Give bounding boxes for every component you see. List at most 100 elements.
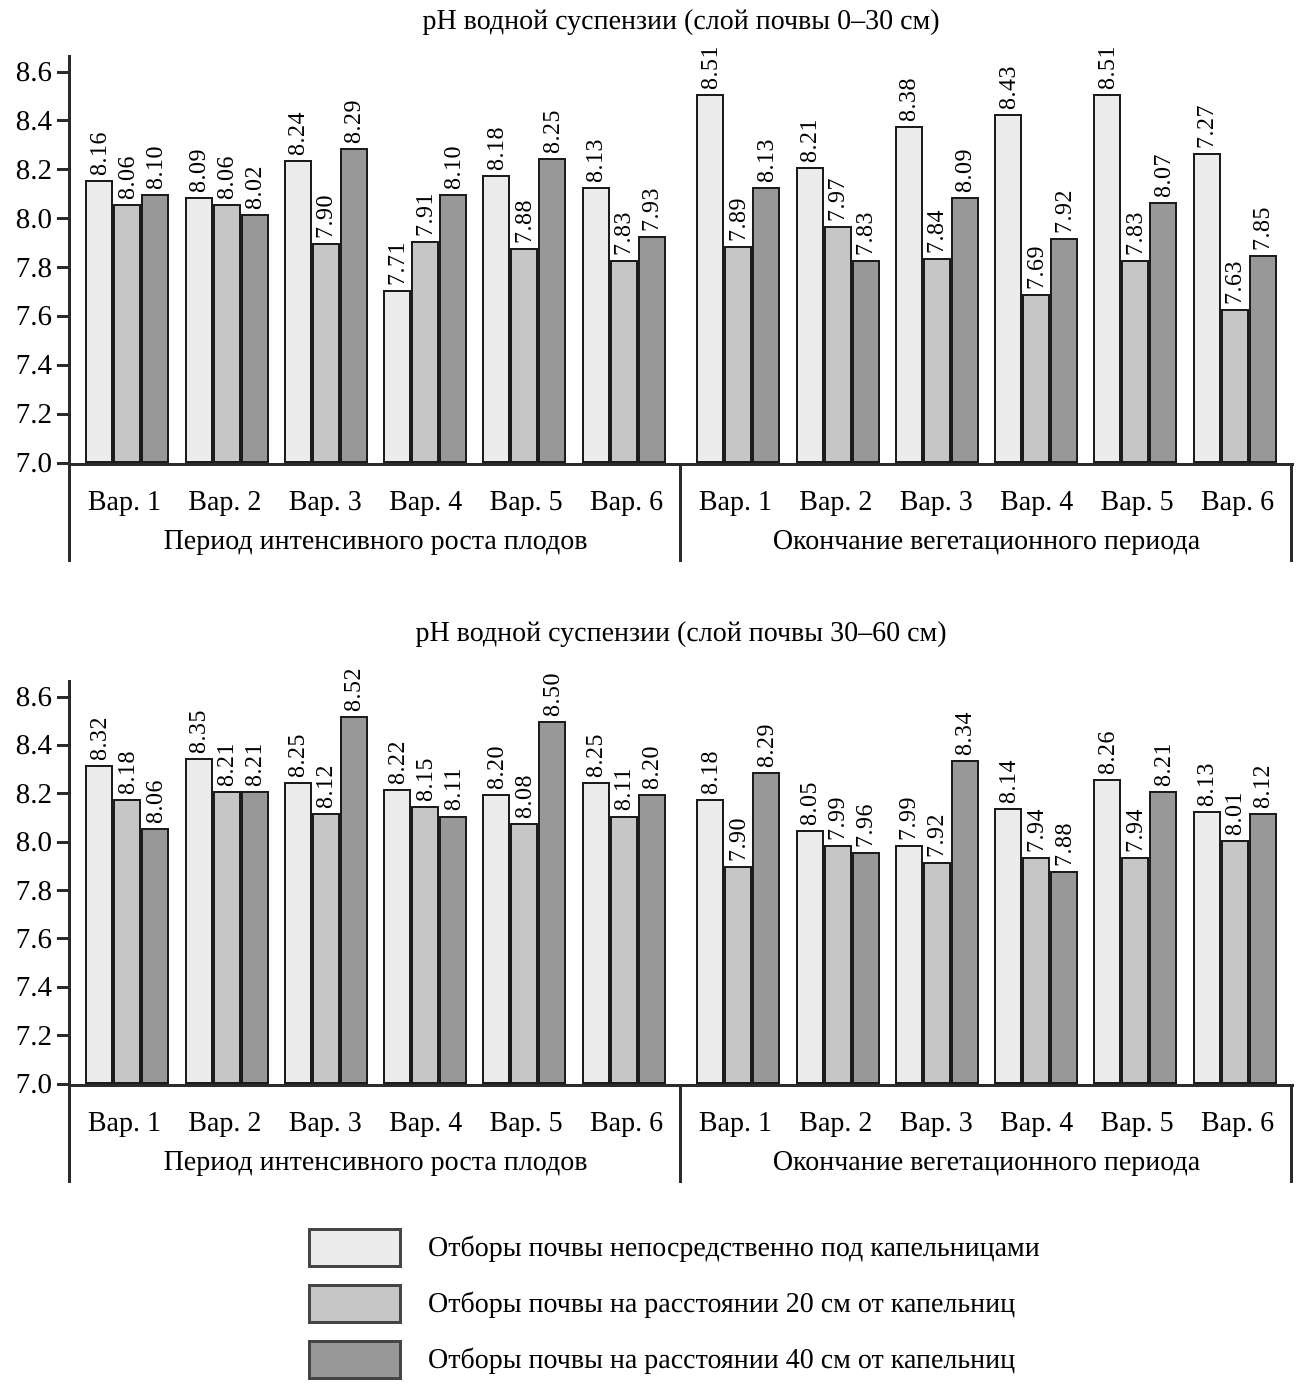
y-axis-tick-mark <box>57 840 70 844</box>
bar <box>383 289 412 463</box>
group-label: Окончание вегетационного периода <box>772 525 1201 556</box>
bar-group: 8.16 8.06 8.10 8.09 8.06 8.02 8.24 7.90 8.29 7.71… <box>70 72 681 463</box>
bar <box>1093 779 1122 1084</box>
bar-cluster: 8.16 8.06 8.10 <box>85 72 170 463</box>
bar <box>752 186 781 463</box>
bar-slot: 8.24 <box>283 72 312 463</box>
bar-slot: 8.22 <box>383 697 412 1084</box>
category-label: Вар. 5 <box>489 486 563 517</box>
bar-slot: 8.12 <box>1248 697 1277 1084</box>
bar-slot: 8.05 <box>795 697 824 1084</box>
bar <box>482 174 511 463</box>
y-axis-tick-mark <box>57 266 70 269</box>
bar-cluster: 8.35 8.21 8.21 <box>184 697 269 1084</box>
bar-slot: 8.21 <box>795 72 824 463</box>
bar-value-label: 8.05 <box>796 782 823 826</box>
y-axis-tick-mark <box>57 119 70 123</box>
y-axis-tick-label: 7.4 <box>15 349 52 382</box>
bar-cluster: 8.05 7.99 7.96 <box>795 697 880 1084</box>
bar-slot: 8.16 <box>85 72 114 463</box>
bar-value-label: 8.10 <box>439 146 466 191</box>
bar-value-label: 8.06 <box>113 156 140 200</box>
bar-value-label: 8.18 <box>482 126 509 171</box>
y-axis-tick-label: 7.8 <box>15 251 52 284</box>
bar <box>696 94 725 463</box>
bar-value-label: 7.83 <box>1121 212 1148 257</box>
bar <box>724 245 753 463</box>
bar-slot: 7.27 <box>1192 72 1221 463</box>
bar <box>1121 856 1150 1084</box>
y-axis-line <box>68 680 71 1183</box>
bar-value-label: 8.50 <box>538 673 565 718</box>
bar <box>538 157 567 463</box>
bar <box>922 257 951 463</box>
bar-slot: 7.92 <box>922 697 951 1084</box>
bar-value-label: 8.21 <box>796 119 823 164</box>
bar-cluster: 8.51 7.83 8.07 <box>1093 46 1178 463</box>
bar-value-label: 8.07 <box>1149 153 1176 198</box>
group-label: Период интенсивного роста плодов <box>163 1146 588 1177</box>
bar <box>283 160 312 463</box>
y-axis-tick-mark <box>57 985 70 989</box>
y-axis-tick-mark <box>57 314 70 318</box>
bar-cluster: 7.71 7.91 8.10 <box>383 72 468 463</box>
bar-value-label: 8.32 <box>85 716 112 761</box>
bar-slot: 7.89 <box>724 72 753 463</box>
bar <box>795 830 824 1084</box>
bar-slot: 8.35 <box>184 697 213 1084</box>
bar <box>994 113 1023 463</box>
bar-value-label: 8.24 <box>284 112 311 156</box>
bar-value-label: 8.12 <box>312 765 339 810</box>
bar-value-label: 8.43 <box>994 65 1021 110</box>
bar <box>1149 201 1178 463</box>
category-label: Вар. 1 <box>698 1107 772 1138</box>
bar-slot: 8.18 <box>482 72 511 463</box>
bar <box>752 772 781 1084</box>
bar-value-label: 8.29 <box>752 724 779 768</box>
bar <box>439 815 468 1084</box>
bar <box>411 240 440 463</box>
category-label: Вар. 3 <box>899 486 973 517</box>
category-label: Вар. 3 <box>288 1107 362 1138</box>
category-label: Вар. 1 <box>87 486 161 517</box>
y-axis-tick-mark <box>57 217 70 221</box>
y-axis-tick-label: 8.0 <box>15 202 52 235</box>
bar-slot: 8.18 <box>113 697 142 1084</box>
y-axis-tick-mark <box>57 695 70 699</box>
bar-value-label: 7.92 <box>1050 190 1077 235</box>
bar-slot: 8.13 <box>1192 697 1221 1084</box>
bar <box>609 815 638 1084</box>
bar-value-label: 8.08 <box>510 774 537 819</box>
bar <box>922 861 951 1084</box>
bar-value-label: 8.38 <box>895 77 922 122</box>
y-axis-tick-mark <box>57 792 70 796</box>
bar <box>894 125 923 463</box>
bar-value-label: 8.21 <box>1149 743 1176 788</box>
bar-value-label: 8.13 <box>1193 762 1220 807</box>
bar <box>950 196 979 463</box>
bar-value-label: 7.92 <box>923 813 950 858</box>
bar <box>339 147 368 463</box>
bar-cluster: 7.27 7.63 7.85 <box>1192 72 1277 463</box>
bar-slot: 7.92 <box>1050 72 1079 463</box>
bar-value-label: 8.11 <box>439 768 466 812</box>
bar-slot: 8.09 <box>950 72 979 463</box>
bar-slot: 7.88 <box>1050 697 1079 1084</box>
bar-group: 8.32 8.18 8.06 8.35 8.21 8.21 8.25 8.12 8.52 8.22… <box>70 668 681 1084</box>
bar-value-label: 8.18 <box>696 750 723 795</box>
bar-value-label: 7.84 <box>923 209 950 254</box>
y-axis-tick-label: 8.2 <box>15 153 52 186</box>
bar <box>1248 813 1277 1084</box>
bar <box>1248 255 1277 463</box>
bar-slot: 8.14 <box>994 697 1023 1084</box>
y-axis-tick-mark <box>57 363 70 367</box>
bar <box>581 781 610 1084</box>
bar-slot: 7.63 <box>1220 72 1249 463</box>
category-label: Вар. 2 <box>799 1107 873 1138</box>
category-row: Вар. 1 Вар. 2 Вар. 3 Вар. 4 Вар. 5 Вар. 6 <box>70 1084 681 1138</box>
plot-right-border-line <box>1290 1084 1293 1183</box>
bar-value-label: 8.10 <box>141 146 168 191</box>
bar-slot: 7.85 <box>1248 72 1277 463</box>
bar-slot: 8.25 <box>538 72 567 463</box>
